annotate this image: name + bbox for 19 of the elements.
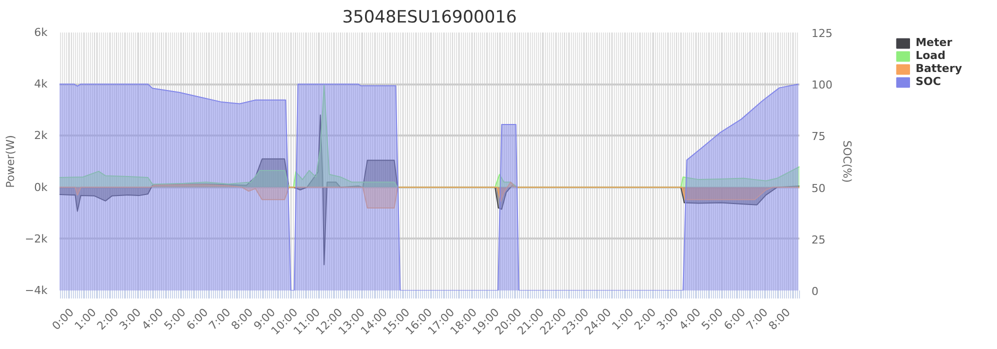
legend-label: SOC: [916, 75, 941, 88]
chart-title: 35048ESU16900016: [342, 8, 517, 28]
y-tick-label: 2k: [34, 129, 48, 142]
y2-tick-label: 125: [812, 27, 832, 40]
y-tick-label: 6k: [34, 26, 48, 39]
legend-label: Meter: [916, 36, 952, 49]
y2-axis-title: SOC(%): [840, 140, 854, 183]
y2-tick-label: 50: [812, 182, 826, 195]
y2-tick-label: 25: [812, 233, 826, 246]
y2-tick-label: 75: [812, 130, 826, 144]
y2-tick-label: 0: [812, 285, 818, 298]
y2-tick-label: 100: [812, 78, 832, 92]
y-tick-label: −4k: [24, 284, 48, 297]
y-tick-label: −2k: [24, 232, 48, 246]
y-axis-title: Power(W): [4, 135, 17, 188]
y-tick-label: 4k: [34, 78, 48, 91]
legend-label: Load: [916, 49, 946, 62]
legend-label: Battery: [916, 62, 962, 75]
y-tick-label: 0k: [34, 180, 48, 194]
